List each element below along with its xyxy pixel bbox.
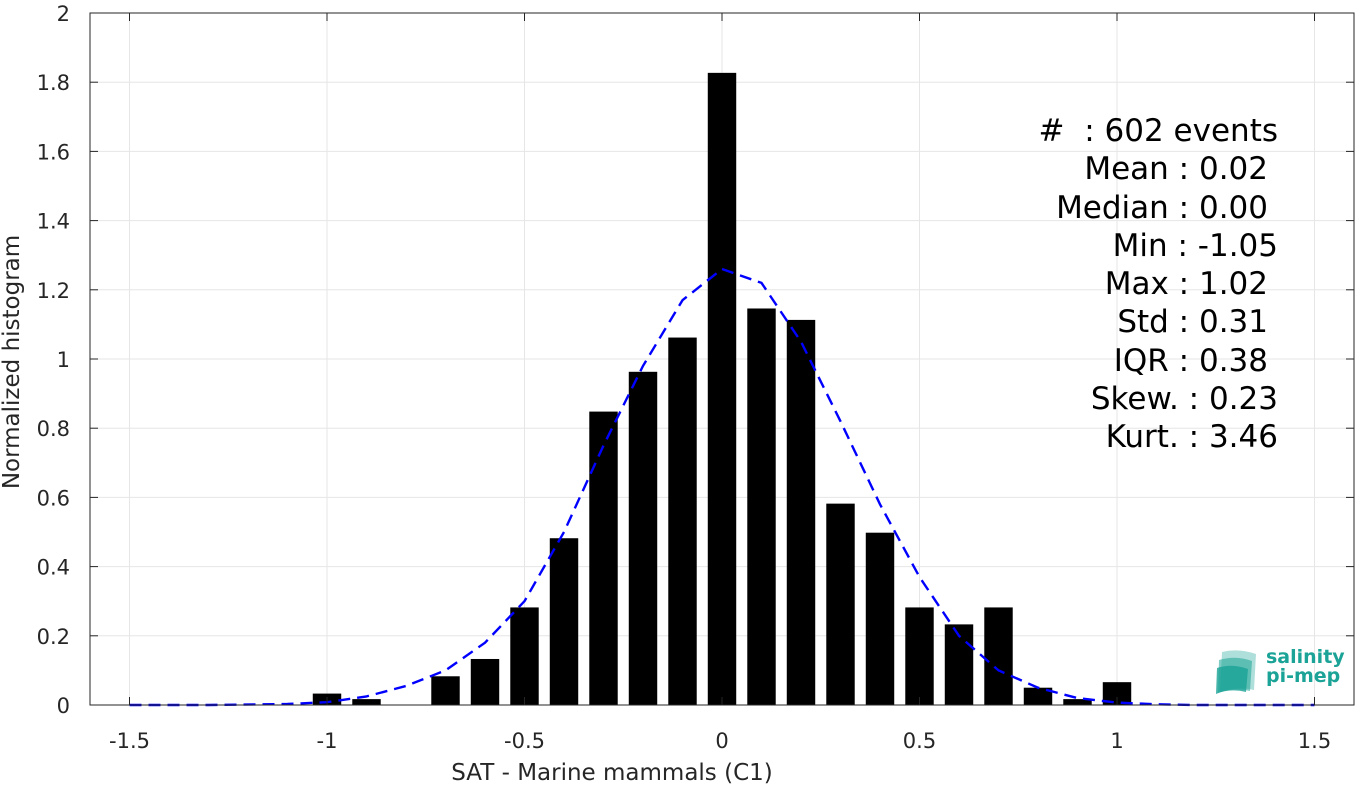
stats-min: Min : -1.05 <box>1112 227 1278 264</box>
fit-curve <box>129 267 1315 707</box>
y-axis-label: Normalized histogram <box>0 235 25 489</box>
y-tick-label: 1 <box>57 348 70 372</box>
histogram-bar <box>1063 699 1092 705</box>
y-tick-label: 0.8 <box>37 417 70 441</box>
y-tick-label: 0.4 <box>37 556 70 580</box>
stats-box: # : 602 events Mean : 0.02 Median : 0.00… <box>960 112 1278 457</box>
x-tick-label: 1.5 <box>1298 729 1331 753</box>
y-tick-label: 1.6 <box>37 140 70 164</box>
salinity-pimep-logo: salinity pi-mep <box>1216 646 1346 694</box>
logo-line2: pi-mep <box>1266 665 1341 687</box>
histogram-bar <box>549 538 579 705</box>
histogram-bar <box>352 699 381 705</box>
histogram-bar <box>589 411 618 705</box>
x-tick-label: 0.5 <box>903 729 936 753</box>
stats-std: Std : 0.31 <box>1117 304 1268 341</box>
histogram-bar <box>984 607 1013 705</box>
axis-ticks: -1.5 -1 -0.5 0 0.5 1 1.5 0 0.2 0.4 0.6 0.8 1 1.2 1.4 1.… <box>37 2 1354 753</box>
x-tick-label: 1 <box>1110 729 1123 753</box>
histogram-bar <box>905 607 934 705</box>
histogram-bar <box>628 371 658 705</box>
stats-kurt: Kurt. : 3.46 <box>1105 419 1278 456</box>
histogram-bar <box>1102 682 1132 705</box>
y-tick-label: 0.6 <box>37 486 70 510</box>
histogram-bar <box>1023 687 1053 705</box>
stats-mean: Mean : 0.02 <box>1084 151 1268 188</box>
x-tick-label: 0 <box>715 729 728 753</box>
y-tick-label: 1.8 <box>37 71 70 95</box>
histogram-bar <box>865 532 895 705</box>
x-tick-label: -1 <box>317 729 338 753</box>
y-tick-label: 1.2 <box>37 279 70 303</box>
y-tick-label: 0 <box>57 694 70 718</box>
histogram-bar <box>826 503 855 705</box>
stats-iqr: IQR : 0.38 <box>1113 342 1268 379</box>
logo-wave-icon <box>1216 650 1256 694</box>
histogram-bar <box>510 607 539 705</box>
y-tick-label: 2 <box>57 2 70 26</box>
x-tick-label: -1.5 <box>109 729 150 753</box>
stats-skew: Skew. : 0.23 <box>1090 381 1278 418</box>
x-tick-label: -0.5 <box>504 729 545 753</box>
histogram-bar <box>431 676 460 705</box>
histogram-bar <box>707 72 737 705</box>
histogram-bar <box>470 658 500 705</box>
stats-events: # : 602 events <box>1038 113 1278 149</box>
y-tick-label: 0.2 <box>37 625 70 649</box>
logo-line1: salinity <box>1266 646 1345 668</box>
histogram-bar <box>747 308 776 705</box>
histogram-bar <box>668 337 697 705</box>
stats-max: Max : 1.02 <box>1104 266 1268 303</box>
histogram-bar <box>944 624 974 705</box>
y-tick-label: 1.4 <box>37 210 70 234</box>
logo-text: salinity pi-mep <box>1266 648 1345 686</box>
histogram-bar <box>786 319 816 705</box>
histogram-bars <box>312 72 1132 705</box>
x-axis-label: SAT - Marine mammals (C1) <box>451 760 773 785</box>
stats-median: Median : 0.00 <box>1056 189 1268 226</box>
